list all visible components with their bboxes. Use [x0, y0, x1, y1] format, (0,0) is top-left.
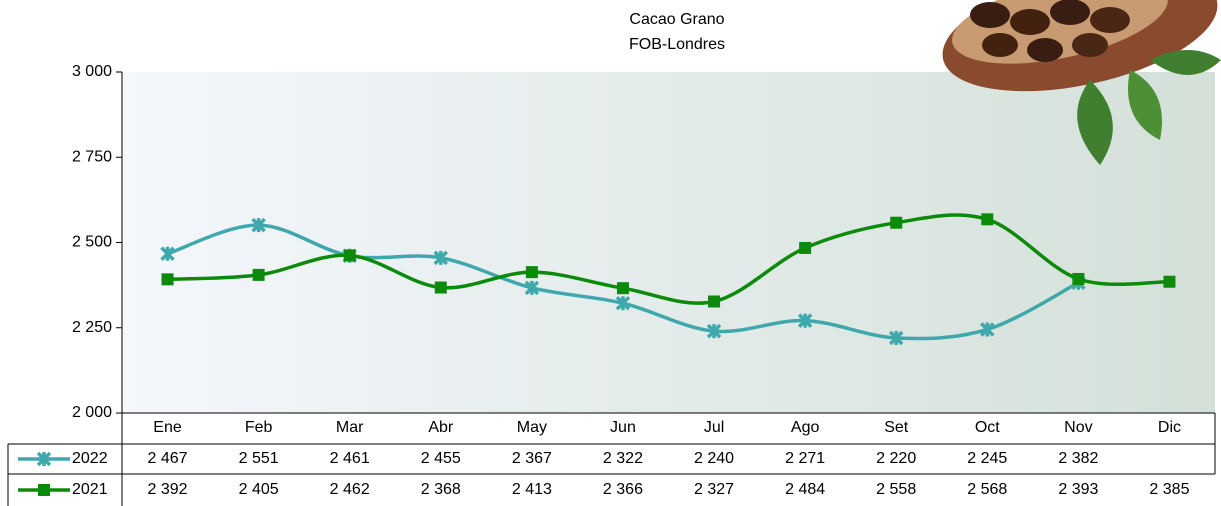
table-value: 2 461	[330, 450, 370, 467]
table-value: 2 393	[1058, 481, 1098, 498]
table-value: 2 271	[785, 450, 825, 467]
x-tick-label: Ago	[791, 419, 820, 436]
table-value: 2 322	[603, 450, 643, 467]
data-point	[435, 282, 447, 294]
table-value: 2 405	[239, 481, 279, 498]
legend-label: 2022	[72, 450, 108, 467]
table-value: 2 467	[148, 450, 188, 467]
table-value: 2 367	[512, 450, 552, 467]
table-value: 2 462	[330, 481, 370, 498]
plot-area	[122, 72, 1215, 413]
x-tick-label: Nov	[1064, 419, 1092, 436]
table-value: 2 392	[148, 481, 188, 498]
data-point	[981, 213, 993, 225]
y-tick-label: 2 000	[72, 404, 112, 421]
x-tick-label: May	[517, 419, 547, 436]
x-tick-label: Feb	[245, 419, 273, 436]
table-value: 2 385	[1149, 481, 1189, 498]
x-tick-label: Dic	[1158, 419, 1181, 436]
table-value: 2 413	[512, 481, 552, 498]
table-value: 2 382	[1058, 450, 1098, 467]
data-point	[1072, 273, 1084, 285]
chart: Cacao Grano FOB-Londres 2 000 2 250 2 500 2…	[0, 0, 1221, 506]
x-tick-label: Jul	[704, 419, 724, 436]
table-value: 2 366	[603, 481, 643, 498]
data-point	[890, 217, 902, 229]
table-value: 2 455	[421, 450, 461, 467]
table-value: 2 558	[876, 481, 916, 498]
legend-label: 2021	[72, 481, 108, 498]
data-point	[253, 269, 265, 281]
x-tick-label: Ene	[153, 419, 182, 436]
x-tick-label: Jun	[610, 419, 636, 436]
table-value: 2 220	[876, 450, 916, 467]
table-value: 2 327	[694, 481, 734, 498]
data-point	[162, 273, 174, 285]
data-point	[799, 242, 811, 254]
table-value: 2 568	[967, 481, 1007, 498]
chart-title: Cacao Grano	[629, 11, 724, 28]
x-tick-label: Abr	[428, 419, 454, 436]
legend-marker	[38, 484, 50, 496]
y-tick-label: 2 250	[72, 319, 112, 336]
data-point	[526, 266, 538, 278]
y-tick-label: 3 000	[72, 63, 112, 80]
data-point	[617, 282, 629, 294]
x-tick-label: Mar	[336, 419, 364, 436]
x-tick-label: Set	[884, 419, 909, 436]
y-tick-label: 2 750	[72, 148, 112, 165]
table-value: 2 240	[694, 450, 734, 467]
table-value: 2 368	[421, 481, 461, 498]
data-point	[708, 295, 720, 307]
table-value: 2 245	[967, 450, 1007, 467]
data-point	[344, 249, 356, 261]
table-value: 2 484	[785, 481, 825, 498]
chart-subtitle: FOB-Londres	[629, 36, 725, 53]
data-point	[1163, 276, 1175, 288]
x-tick-label: Oct	[975, 419, 1000, 436]
y-tick-label: 2 500	[72, 234, 112, 251]
table-value: 2 551	[239, 450, 279, 467]
